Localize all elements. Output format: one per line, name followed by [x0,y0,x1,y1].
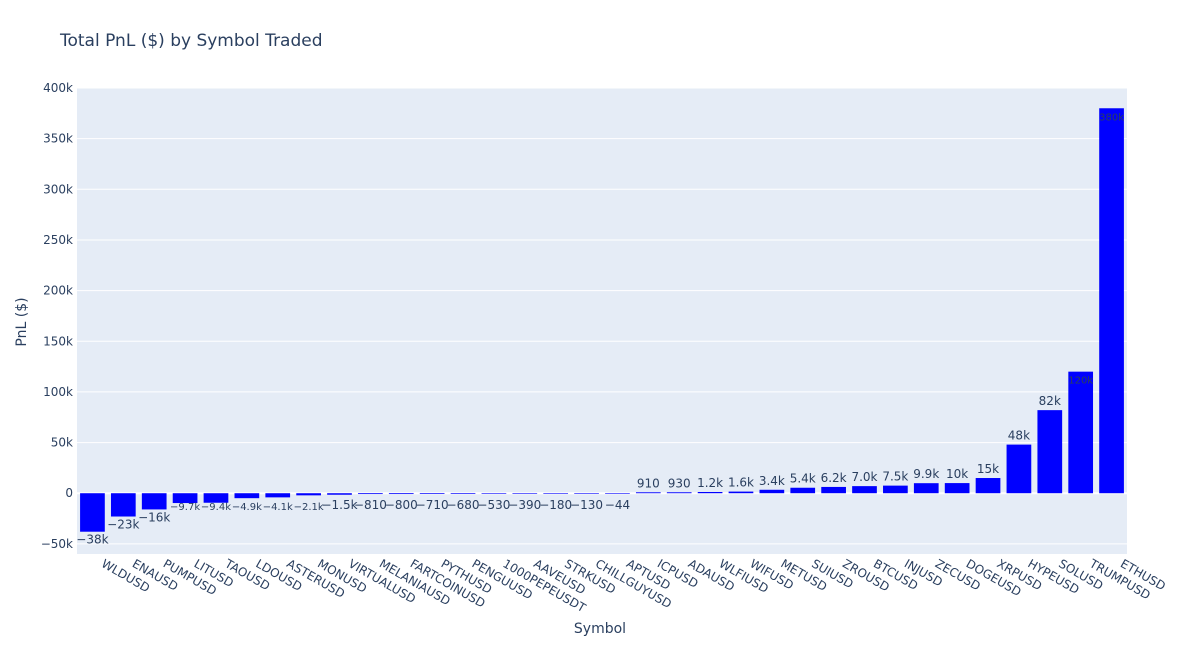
data-label: −710 [416,498,449,512]
data-label: −44 [605,498,630,512]
bar-hypeusd[interactable] [1006,444,1032,494]
bar-zrousd[interactable] [821,486,846,494]
y-axis-title: PnL ($) [14,297,30,346]
bar-enausd[interactable] [110,493,136,517]
bar-ethusd[interactable] [1099,108,1124,494]
data-label: 7.5k [882,470,908,484]
bar-injusd[interactable] [883,485,908,494]
bar-xrpusd[interactable] [975,478,1001,494]
bar-ldousd[interactable] [234,493,260,499]
y-tick-label: 250k [43,233,73,247]
y-tick-label: −50k [41,537,73,551]
bar-icpusd[interactable] [635,492,661,494]
data-label: −390 [508,498,541,512]
data-label: 48k [1008,429,1030,443]
bar-virtualusd[interactable] [327,493,352,495]
data-label: 5.4k [790,472,816,486]
y-tick-label: 100k [43,385,73,399]
bar-chillguyusd[interactable] [574,493,599,494]
bar-wifusd[interactable] [728,491,754,494]
bar-btcusd[interactable] [852,486,877,494]
data-labels: −38k−23k−16k−9.7k −9.4k −4.9k −4.1k −2.1k−1.… [76,112,1124,546]
data-label: −130 [570,498,603,512]
data-label: −180 [539,498,572,512]
bar-dogeusd[interactable] [944,483,970,494]
bar-aptusd[interactable] [605,493,630,494]
bar-fartcoinusd[interactable] [388,493,414,495]
data-label: 15k [977,462,999,476]
bar-trumpusd[interactable] [1068,371,1094,494]
data-label: 930 [668,476,691,490]
data-label: −800 [385,498,418,512]
y-tick-label: 200k [43,284,73,298]
data-label: −38k [76,533,108,547]
bar-pumpusd[interactable] [141,493,167,510]
bar-asterusd[interactable] [265,493,291,498]
data-label: −810 [354,498,387,512]
data-label: 10k [946,467,968,481]
data-label: 1.6k [728,476,754,490]
y-tick-label: 350k [43,132,73,146]
bar-solusd[interactable] [1037,410,1063,494]
data-label: 82k [1039,394,1061,408]
bar-monusd[interactable] [296,493,321,496]
bars [80,108,1124,532]
data-label: −680 [447,498,480,512]
bar-suiusd[interactable] [790,487,816,494]
data-label: 3.4k [759,474,785,488]
y-tick-label: 300k [43,182,73,196]
data-label: 1.2k [697,476,723,490]
data-label: 6.2k [821,471,847,485]
bar-strkusd[interactable] [543,493,569,494]
bar-melaniausd[interactable] [358,493,383,495]
bar-penguusd[interactable] [450,493,476,494]
data-label: −4.1k [263,502,293,513]
y-tick-label: 0 [65,486,73,500]
bar-adausd[interactable] [666,492,692,494]
y-axis-ticks: −50k 0 50k 100k 150k 200k 250k 300k 350k 400k [41,81,73,551]
bar-aaveusd[interactable] [512,493,538,494]
bar-wlfiusd[interactable] [697,492,723,494]
data-label: 380k [1099,112,1124,123]
x-axis-title: Symbol [574,621,626,637]
data-label: −2.1k [294,502,324,513]
y-tick-label: 150k [43,334,73,348]
data-label: −23k [107,518,139,532]
data-label: −1.5k [321,498,357,512]
x-axis-ticks: WLDUSDENAUSDPUMPUSDLITUSDTAOUSDLDOUSDAST… [99,556,1168,616]
data-label: 9.9k [913,467,939,481]
bar-taousd[interactable] [203,493,229,503]
data-label: −9.4k [201,502,231,513]
bar-metusd[interactable] [759,489,785,494]
plot-area [77,88,1127,554]
data-label: 910 [637,476,660,490]
bar-1000pepeusdt[interactable] [481,493,507,494]
data-label: −9.7k [170,502,200,513]
data-label: 120k [1068,376,1093,387]
bar-pythusd[interactable] [419,493,445,494]
chart-title: Total PnL ($) by Symbol Traded [59,31,323,51]
y-tick-label: 400k [43,81,73,95]
data-label: 7.0k [851,470,877,484]
bar-wldusd[interactable] [80,493,105,532]
data-label: −16k [138,510,170,524]
data-label: −4.9k [232,502,262,513]
bar-litusd[interactable] [172,493,198,504]
bar-zecusd[interactable] [913,483,939,494]
data-label: −530 [477,498,510,512]
y-tick-label: 50k [51,436,73,450]
